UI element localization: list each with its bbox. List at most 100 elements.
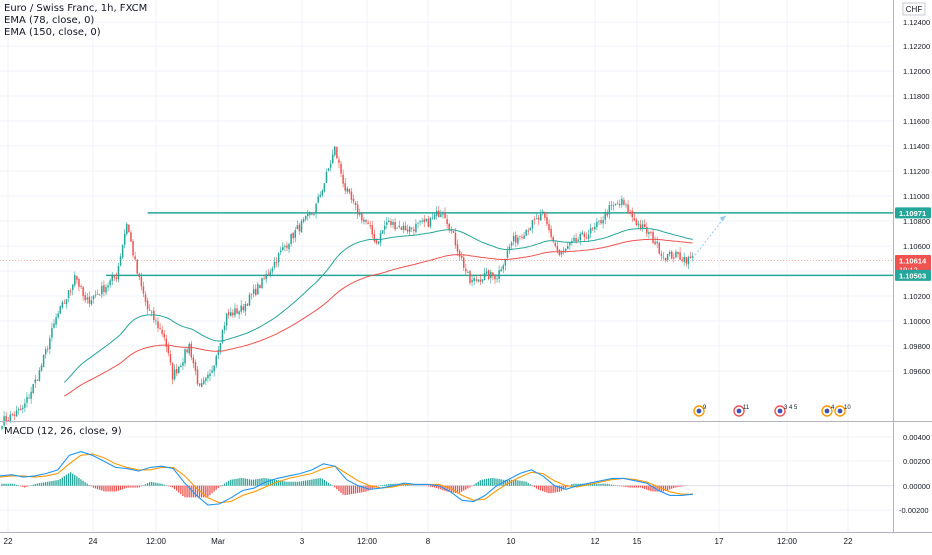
histogram-bar	[556, 485, 558, 493]
histogram-bar	[207, 485, 209, 497]
candle	[132, 239, 134, 258]
event-badge[interactable]: 11	[733, 405, 750, 417]
candle	[282, 242, 284, 252]
histogram-bar	[307, 480, 309, 486]
histogram-bar	[180, 485, 182, 495]
histogram-bar	[142, 485, 145, 486]
histogram-bar	[558, 485, 561, 492]
projection-arrow-head	[719, 215, 726, 222]
histogram-bar	[668, 485, 671, 490]
candle	[69, 288, 72, 296]
candle	[377, 241, 380, 245]
candle	[325, 168, 328, 184]
candle	[691, 252, 694, 262]
histogram-bar	[325, 481, 328, 486]
candle	[413, 226, 415, 236]
histogram-bar	[535, 485, 538, 489]
histogram-bar	[542, 485, 544, 492]
ema-78-legend[interactable]: EMA (78, close, 0)	[4, 15, 95, 26]
histogram-bar	[641, 485, 644, 489]
event-badge[interactable]: 9	[693, 405, 707, 417]
histogram-bar	[336, 485, 338, 490]
macd-legend[interactable]: MACD (12, 26, close, 9)	[4, 426, 122, 437]
symbol-title[interactable]: Euro / Swiss Franc, 1h, FXCM	[4, 3, 148, 14]
histogram-bar	[99, 485, 101, 490]
candle	[336, 146, 338, 159]
time-tick-label: 12:00	[146, 537, 167, 546]
candle	[435, 206, 438, 220]
price-axis[interactable]: 1.12400 1.12200 1.12000 1.11800 1.11600 1.114…	[903, 18, 930, 376]
histogram-bar	[481, 479, 484, 486]
histogram-bar	[384, 484, 386, 486]
candle	[74, 271, 76, 288]
candle	[456, 239, 459, 257]
candle	[296, 220, 299, 230]
time-tick-label: 10	[507, 537, 516, 546]
event-badge[interactable]: 4	[821, 405, 835, 417]
candle	[552, 235, 554, 244]
candle	[190, 340, 193, 361]
histogram-bar	[151, 482, 153, 486]
candle	[463, 253, 465, 271]
candle	[425, 218, 428, 223]
candle	[350, 188, 353, 204]
histogram-bar	[17, 485, 20, 487]
histogram-bar	[290, 481, 292, 486]
histogram-bar	[55, 480, 57, 486]
histogram-bar	[61, 477, 63, 486]
macd-axis[interactable]: 0.00400 0.00200 0.00000 -0.00200	[899, 433, 930, 515]
candle	[502, 263, 505, 274]
histogram-bar	[198, 485, 201, 498]
histogram-bar	[608, 484, 610, 486]
histogram-bar	[196, 485, 199, 498]
candle	[67, 289, 70, 303]
event-badge[interactable]: 3 4 5	[774, 405, 798, 417]
candle	[610, 201, 613, 211]
candle	[650, 230, 652, 236]
candle	[579, 231, 581, 246]
histogram-bar	[248, 479, 251, 486]
histogram-bar	[128, 485, 130, 488]
currency-text: CHF	[906, 5, 923, 14]
histogram-bar	[232, 479, 234, 486]
candle	[321, 188, 324, 198]
price-tick-label: 1.09800	[903, 342, 930, 351]
candle	[641, 220, 644, 232]
candle	[51, 322, 53, 342]
candle	[583, 231, 586, 242]
candle	[334, 145, 336, 158]
histogram-bar	[74, 475, 76, 486]
histogram-bar	[194, 485, 197, 498]
histogram-bar	[408, 485, 411, 486]
candle	[687, 255, 690, 270]
ema-150-legend[interactable]: EMA (150, close, 0)	[4, 27, 101, 38]
event-badge[interactable]: 10	[834, 405, 851, 417]
candle	[188, 342, 190, 356]
histogram-bar	[84, 482, 86, 486]
candle	[689, 251, 692, 259]
histogram-bar	[598, 483, 600, 486]
candle	[517, 234, 519, 246]
candle	[467, 270, 469, 273]
histogram-bar	[240, 477, 242, 486]
time-axis[interactable]: 22 24 12:00 Mar 3 12:00 8 10 12 15 17 12:00 22	[4, 537, 853, 546]
candle	[604, 208, 606, 224]
candle	[236, 304, 238, 315]
candle	[57, 310, 59, 320]
candle	[602, 215, 604, 229]
histogram-bar	[72, 473, 74, 486]
candle	[612, 201, 615, 211]
histogram-bar	[646, 485, 648, 490]
event-badges[interactable]: 9 11 3 4 5 4 10	[693, 405, 851, 417]
histogram-bar	[311, 479, 313, 486]
candle	[664, 257, 667, 263]
candle	[573, 234, 575, 242]
candle	[419, 219, 421, 226]
candle	[490, 269, 492, 284]
histogram-bar	[163, 484, 165, 486]
event-badge-count: 9	[703, 405, 707, 411]
histogram-bar	[490, 478, 492, 486]
histogram-bar	[138, 485, 140, 488]
histogram-bar	[76, 476, 78, 486]
